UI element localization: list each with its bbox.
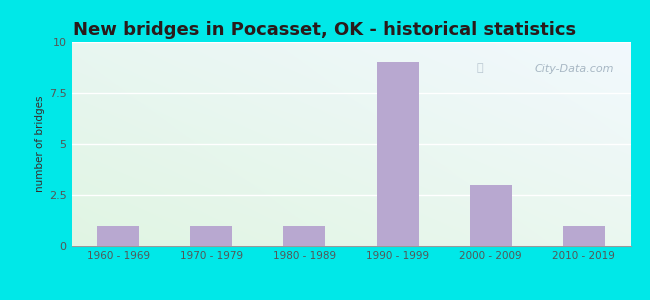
Bar <box>283 226 326 246</box>
Bar <box>97 226 139 246</box>
Bar <box>470 185 512 246</box>
Text: City-Data.com: City-Data.com <box>534 64 614 74</box>
Y-axis label: number of bridges: number of bridges <box>34 96 45 192</box>
Bar <box>376 62 419 246</box>
Text: New bridges in Pocasset, OK - historical statistics: New bridges in Pocasset, OK - historical… <box>73 21 577 39</box>
Text: 🔍: 🔍 <box>476 63 483 74</box>
Bar <box>563 226 605 246</box>
Bar <box>190 226 232 246</box>
